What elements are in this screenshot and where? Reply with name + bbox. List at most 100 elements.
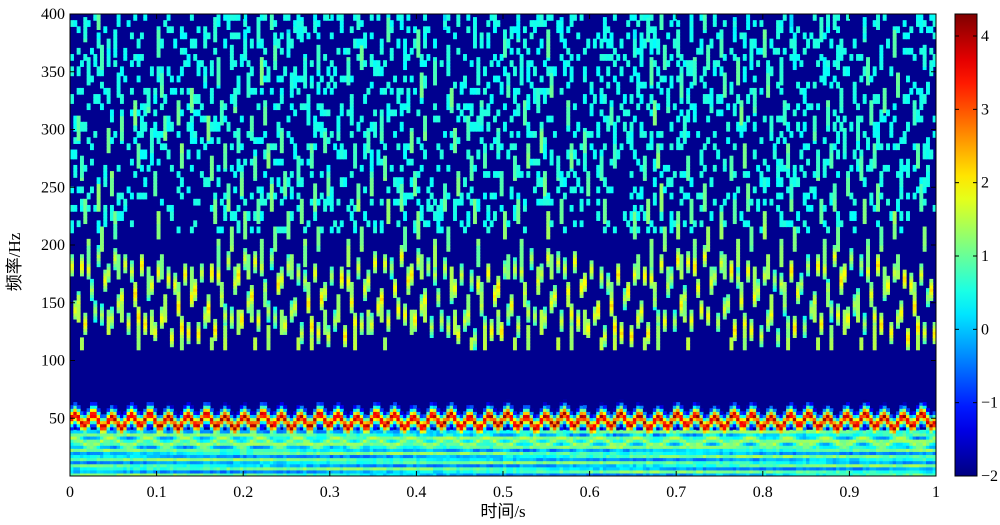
heatmap-cell [239,414,244,419]
heatmap-cell [236,454,241,459]
heatmap-cell [289,435,294,440]
heatmap-cell [213,35,218,40]
heatmap-cell [89,285,94,289]
heatmap-cell [289,466,294,471]
heatmap-cell [313,414,318,419]
heatmap-cell [336,423,341,428]
heatmap-cell [183,442,188,446]
heatmap-cell [349,198,354,203]
heatmap-cell [206,469,211,474]
heatmap-cell [369,198,374,203]
heatmap-cell [199,272,204,277]
heatmap-cell [293,420,298,425]
heatmap-cell [189,94,194,98]
heatmap-cell [206,312,211,317]
heatmap-cell [379,158,384,163]
heatmap-cell [389,463,394,468]
heatmap-cell [123,208,128,212]
heatmap-cell [229,457,234,462]
heatmap-cell [116,91,121,95]
heatmap-cell [196,72,201,77]
heatmap-cell [283,192,288,197]
heatmap-cell [113,44,118,49]
heatmap-cell [356,417,361,422]
heatmap-cell [379,69,384,74]
heatmap-cell [276,177,281,181]
heatmap-cell [336,442,341,446]
heatmap-cell [99,238,104,243]
heatmap-cell [229,469,234,474]
heatmap-cell [236,423,241,428]
heatmap-cell [203,445,208,449]
heatmap-cell [83,217,88,221]
heatmap-cell [269,192,274,197]
heatmap-cell [243,35,248,40]
heatmap-cell [73,460,78,465]
heatmap-cell [70,445,74,449]
heatmap-cell [316,322,321,326]
heatmap-cell [236,328,241,332]
heatmap-cell [259,248,264,252]
heatmap-cell [119,297,124,302]
heatmap-cell [189,408,194,412]
heatmap-cell [129,278,134,283]
heatmap-cell [326,177,331,181]
heatmap-cell [306,94,311,98]
heatmap-cell [119,291,124,295]
heatmap-cell [133,408,138,412]
heatmap-cell [286,432,291,437]
heatmap-cell [266,155,271,160]
heatmap-cell [189,439,194,443]
heatmap-cell [99,241,104,246]
heatmap-cell [296,466,301,471]
heatmap-cell [129,423,134,428]
heatmap-cell [189,426,194,431]
heatmap-cell [353,229,358,234]
heatmap-cell [326,445,331,449]
heatmap-cell [263,78,268,83]
heatmap-cell [263,429,268,434]
heatmap-cell [343,439,348,443]
heatmap-cell [383,161,388,166]
heatmap-cell [259,472,264,476]
heatmap-cell [346,429,351,434]
heatmap-cell [279,158,284,163]
heatmap-cell [386,420,391,425]
heatmap-cell [246,303,251,308]
heatmap-cell [219,198,224,203]
heatmap-cell [316,81,321,86]
heatmap-cell [263,303,268,308]
heatmap-cell [233,466,238,471]
heatmap-cell [189,115,194,120]
heatmap-cell [223,161,228,166]
heatmap-cell [266,72,271,77]
heatmap-cell [269,442,274,446]
heatmap-cell [203,423,208,428]
heatmap-cell [103,460,108,465]
heatmap-cell [163,408,168,412]
heatmap-cell [346,435,351,440]
heatmap-cell [223,466,228,471]
heatmap-cell [349,303,354,308]
heatmap-cell [203,402,208,406]
heatmap-cell [259,429,264,434]
heatmap-cell [319,429,324,434]
heatmap-cell [269,463,274,468]
heatmap-cell [173,288,178,292]
heatmap-cell [229,432,234,437]
heatmap-cell [366,312,371,317]
heatmap-cell [389,260,394,265]
heatmap-cell [89,472,94,476]
heatmap-cell [296,35,301,40]
heatmap-cell [336,469,341,474]
heatmap-cell [336,149,341,154]
heatmap-cell [286,445,291,449]
heatmap-cell [203,466,208,471]
heatmap-cell [179,420,184,425]
heatmap-cell [329,275,334,280]
heatmap-cell [383,451,388,456]
heatmap-cell [333,411,338,415]
heatmap-cell [266,149,271,154]
heatmap-cell [373,402,378,406]
heatmap-cell [193,294,198,298]
